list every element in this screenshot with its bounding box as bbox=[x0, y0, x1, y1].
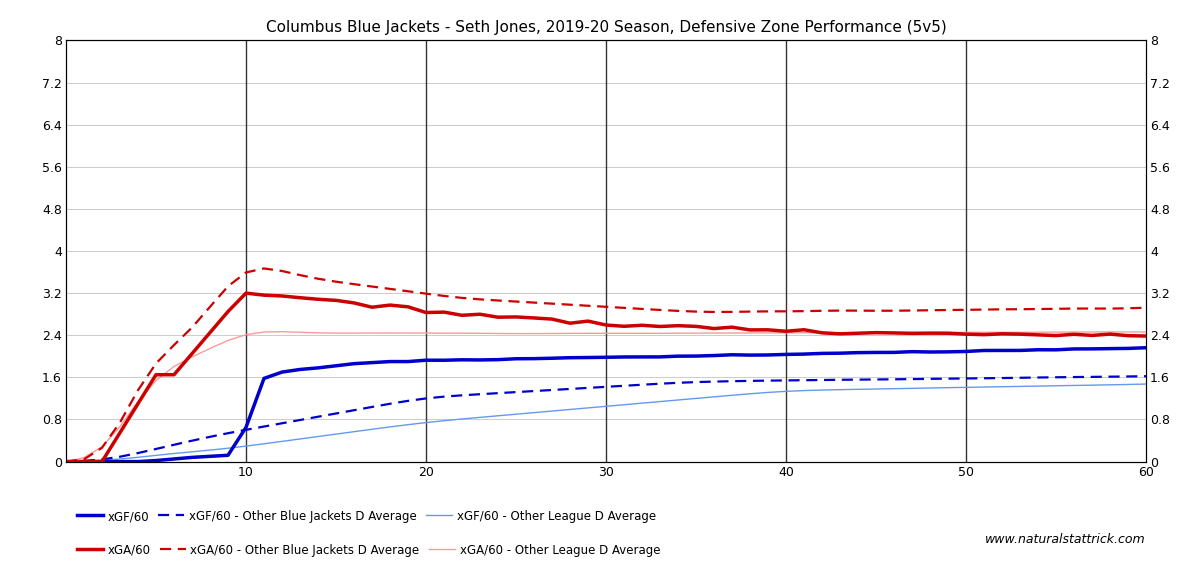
Legend: xGA/60, xGA/60 - Other Blue Jackets D Average, xGA/60 - Other League D Average: xGA/60, xGA/60 - Other Blue Jackets D Av… bbox=[72, 539, 665, 561]
Title: Columbus Blue Jackets - Seth Jones, 2019-20 Season, Defensive Zone Performance (: Columbus Blue Jackets - Seth Jones, 2019… bbox=[265, 20, 947, 35]
Text: www.naturalstattrick.com: www.naturalstattrick.com bbox=[985, 533, 1146, 546]
